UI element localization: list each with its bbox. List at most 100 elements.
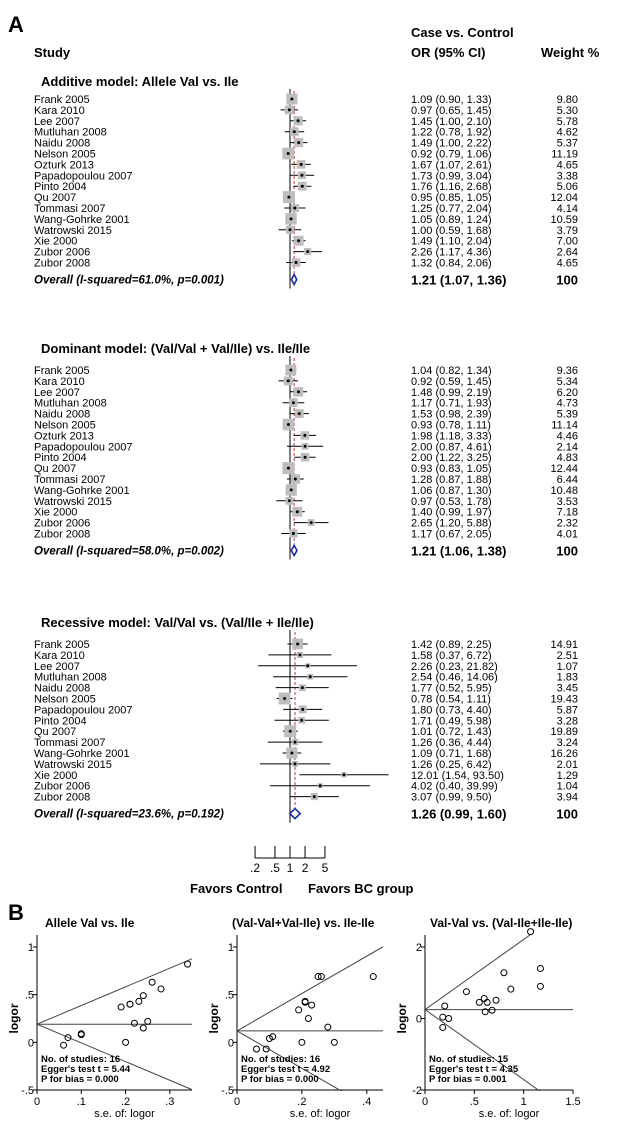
overall-weight-value: 100: [556, 544, 578, 559]
or-ci-value: 0.95 (0.85, 1.05): [411, 192, 492, 204]
egger-annotation-line: No. of studies: 15: [429, 1054, 509, 1065]
weight-value: 4.65: [557, 258, 578, 270]
x-axis-label: s.e. of: logor: [94, 1108, 155, 1120]
forest-section-1: Additive model: Allele Val vs. Ile Frank …: [34, 74, 578, 289]
point-estimate: [309, 521, 313, 525]
forest-row: Tommasi 2007 1.25 (0.77, 2.04) 4.14: [34, 203, 578, 215]
point-estimate: [293, 762, 297, 766]
or-ci-value: 1.77 (0.52, 5.95): [411, 683, 492, 695]
x-tick-label: 1: [521, 1096, 527, 1108]
point-estimate: [303, 444, 307, 448]
x-tick-label: 0: [34, 1096, 40, 1108]
forest-section-title: Dominant model: (Val/Val + Val/Ile) vs. …: [41, 341, 310, 356]
funnel-lines: [37, 958, 193, 1091]
x-tick-label: .5: [270, 861, 280, 875]
forest-sections: Additive model: Allele Val vs. Ile Frank …: [34, 74, 578, 823]
y-tick-label: -.5: [21, 1085, 34, 1097]
egger-annotation-line: No. of studies: 16: [41, 1054, 120, 1065]
forest-row: Watrowski 2015 1.00 (0.59, 1.68) 3.79: [34, 225, 578, 237]
point-estimate: [289, 217, 293, 221]
weight-value: 10.59: [550, 214, 578, 226]
forest-row: Watrowski 2015 1.26 (0.25, 6.42) 2.01: [34, 759, 578, 771]
forest-row: Naidu 2008 1.77 (0.52, 5.95) 3.45: [34, 683, 578, 695]
forest-row: Qu 2007 0.95 (0.85, 1.05) 12.04: [34, 191, 578, 204]
y-tick-label: .5: [225, 990, 234, 1002]
weight-value: 7.18: [557, 507, 578, 519]
or-ci-value: 1.25 (0.77, 2.04): [411, 203, 492, 215]
x-tick-label: .5: [470, 1096, 479, 1108]
panel-a-letter: A: [8, 12, 24, 37]
overall-row: Overall (I-squared=58.0%, p=0.002) 1.21 (…: [34, 544, 578, 559]
or-ci-value: 1.04 (0.82, 1.34): [411, 365, 492, 377]
or-ci-value: 1.80 (0.73, 4.40): [411, 704, 492, 716]
or-ci-value: 1.45 (1.00, 2.10): [411, 116, 492, 128]
or-ci-value: 1.01 (0.72, 1.43): [411, 726, 492, 738]
point-estimate: [342, 773, 346, 777]
point-estimate: [297, 412, 301, 416]
point-estimate: [290, 97, 294, 101]
or-ci-value: 0.97 (0.53, 1.78): [411, 496, 492, 508]
weight-value: 3.53: [557, 496, 578, 508]
overall-diamond: [290, 543, 298, 558]
favors-control-label: Favors Control: [190, 881, 282, 896]
study-point: [527, 928, 535, 936]
weight-value: 3.24: [557, 737, 578, 749]
study-point: [117, 1003, 125, 1011]
or-ci-value: 1.49 (1.00, 2.22): [411, 138, 492, 150]
point-estimate: [297, 390, 301, 394]
study-name: Naidu 2008: [34, 683, 90, 695]
x-tick-label: 5: [322, 861, 329, 875]
study-point: [262, 1045, 270, 1053]
weight-value: 3.79: [557, 225, 578, 237]
study-name: Watrowski 2015: [34, 759, 112, 771]
forest-row: Ozturk 2013 1.98 (1.18, 3.33) 4.46: [34, 430, 578, 442]
or-ci-value: 1.05 (0.89, 1.24): [411, 214, 492, 226]
y-axis-label: logor: [207, 1003, 221, 1033]
overall-or-value: 1.21 (1.06, 1.38): [411, 544, 506, 559]
point-estimate: [300, 686, 304, 690]
study-name: Pinto 2004: [34, 715, 87, 727]
funnel-plot-3: Val-Val vs. (Val-Ile+Ile-Ile)20-20.5 1 1.5…: [395, 916, 581, 1120]
study-point: [269, 1033, 277, 1041]
study-point: [462, 988, 470, 996]
header-or-line1: Case vs. Control: [411, 25, 514, 40]
weight-value: 5.30: [557, 105, 578, 117]
weight-value: 1.07: [557, 661, 578, 673]
or-ci-value: 2.26 (1.17, 4.36): [411, 247, 492, 259]
study-name: Frank 2005: [34, 639, 90, 651]
study-point: [445, 1015, 453, 1022]
y-tick-label: 0: [416, 1014, 422, 1026]
y-tick-label: 1: [228, 942, 234, 954]
study-name: Frank 2005: [34, 94, 90, 106]
forest-row: Kara 2010 0.97 (0.65, 1.45) 5.30: [34, 105, 578, 117]
or-ci-value: 1.40 (0.99, 1.97): [411, 507, 492, 519]
study-name: Lee 2007: [34, 116, 80, 128]
lower-limit-line: [237, 1030, 343, 1091]
overall-weight-value: 100: [556, 807, 578, 822]
study-name: Papadopoulou 2007: [34, 170, 132, 182]
forest-row: Zubor 2008 1.32 (0.84, 2.06) 4.65: [34, 258, 578, 270]
study-name: Zubor 2008: [34, 258, 90, 270]
weight-value: 1.83: [557, 672, 578, 684]
weight-value: 16.26: [550, 748, 578, 760]
study-point: [157, 985, 165, 993]
forest-section-title: Additive model: Allele Val vs. Ile: [41, 74, 238, 89]
overall-diamond: [290, 272, 298, 287]
study-point: [301, 997, 309, 1005]
forest-row: Tommasi 2007 1.28 (0.87, 1.88) 6.44: [34, 474, 578, 486]
study-point: [324, 1023, 332, 1031]
overall-label: Overall (I-squared=23.6%, p=0.192): [34, 809, 224, 821]
forest-row: Lee 2007 1.45 (1.00, 2.10) 5.78: [34, 116, 578, 128]
overall-label: Overall (I-squared=58.0%, p=0.002): [34, 546, 224, 558]
study-point: [492, 996, 500, 1004]
study-name: Qu 2007: [34, 726, 76, 738]
forest-row: Qu 2007 0.93 (0.83, 1.05) 12.44: [34, 462, 578, 475]
weight-value: 7.00: [557, 236, 578, 248]
or-ci-value: 1.49 (1.10, 2.04): [411, 236, 492, 248]
or-ci-value: 3.07 (0.99, 9.50): [411, 792, 492, 804]
weight-value: 3.94: [557, 792, 578, 804]
forest-row: Wang-Gohrke 2001 1.09 (0.71, 1.68) 16.26: [34, 747, 578, 760]
forest-row: Mutluhan 2008 1.17 (0.71, 1.93) 4.73: [34, 398, 578, 410]
